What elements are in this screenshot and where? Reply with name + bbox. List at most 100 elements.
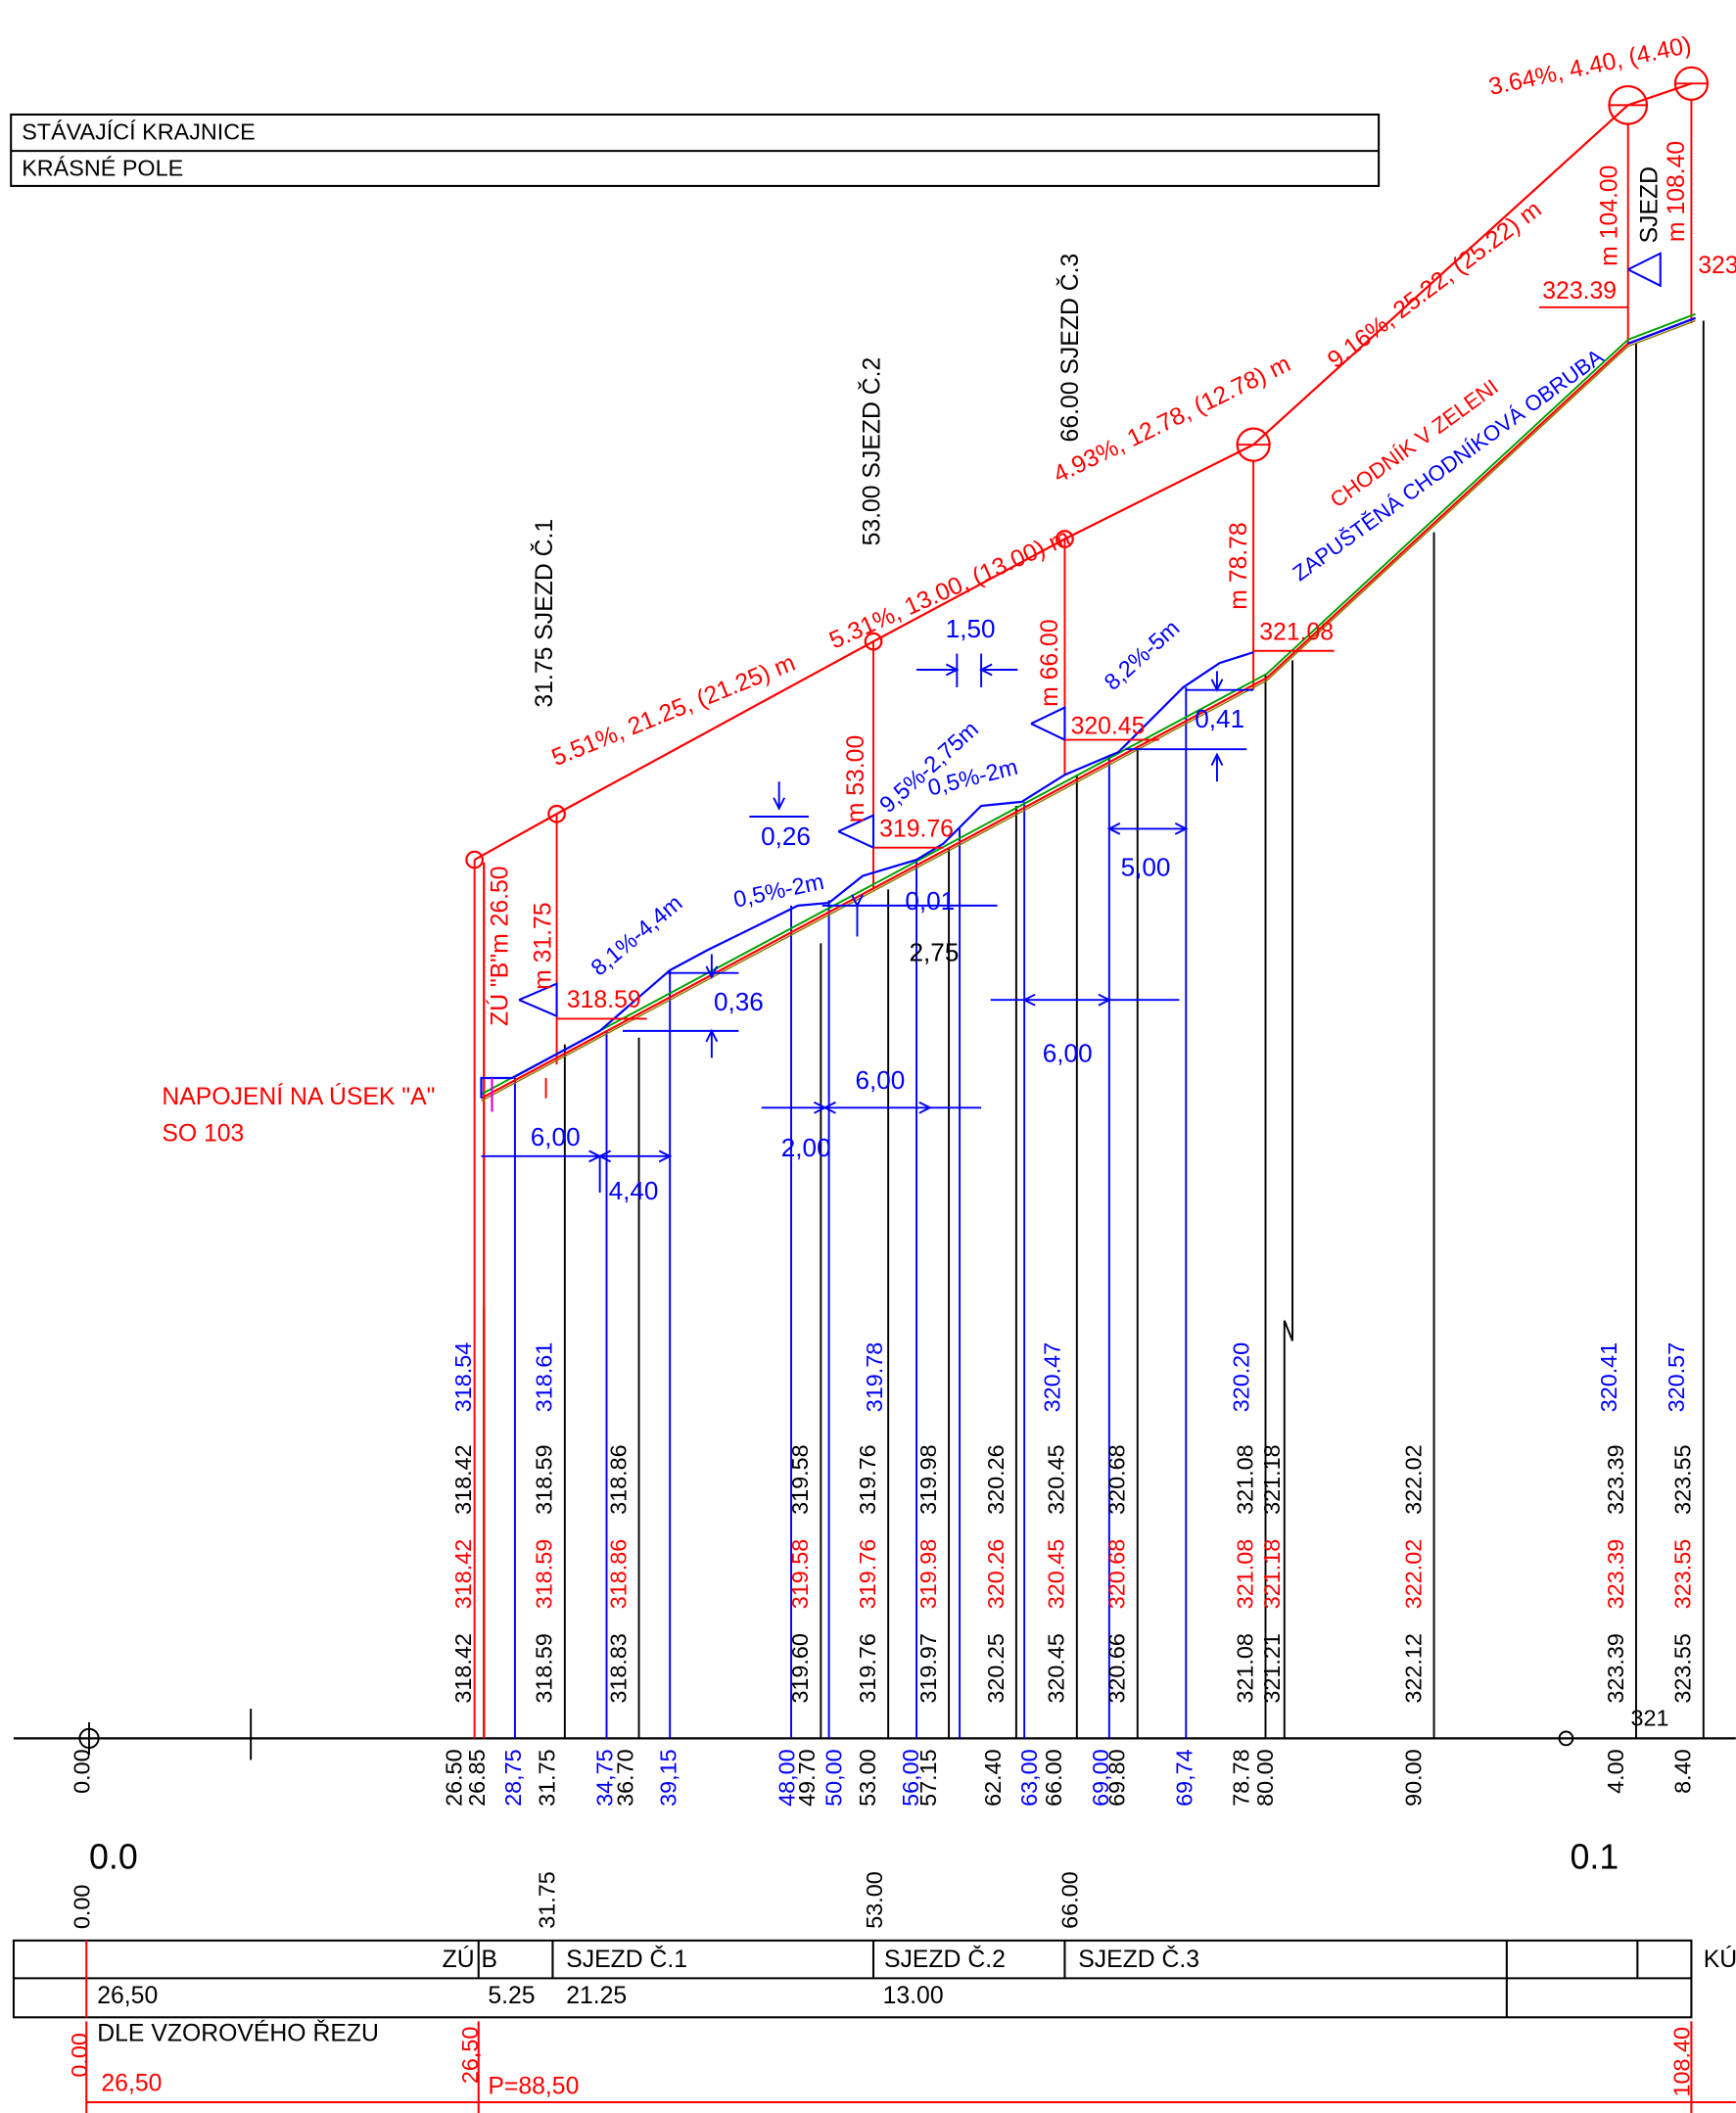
station-label: 49.70	[794, 1749, 820, 1807]
elevation-label: 320.26	[983, 1444, 1009, 1515]
elevation-label: 318.61	[532, 1342, 557, 1413]
elevation-label: 321.18	[1259, 1539, 1285, 1609]
elevation-label: 320.45	[1044, 1539, 1069, 1609]
table-station: 31.75	[534, 1871, 559, 1928]
station-label: 26.85	[464, 1749, 490, 1806]
dimension-label: 2,00	[781, 1133, 831, 1162]
elevation-label: 323.39	[1603, 1444, 1628, 1515]
level-label: 321.08	[1259, 619, 1334, 645]
elevation-label: 320.41	[1596, 1342, 1621, 1412]
dimension-label: 5,00	[1121, 853, 1171, 882]
dimension-label: 0,01	[905, 886, 955, 916]
arrow-head	[1098, 993, 1112, 1007]
station-label: 80.00	[1252, 1749, 1278, 1807]
dimension-label: 6,00	[1043, 1039, 1093, 1068]
station-mark: m 66.00	[1037, 619, 1063, 706]
km-label: 0.1	[1571, 1838, 1619, 1877]
station-mark: m 104.00	[1596, 165, 1622, 266]
subgrade-line	[481, 319, 1696, 1103]
elevation-label: 322.12	[1400, 1633, 1426, 1704]
elevation-label: 320.20	[1228, 1342, 1253, 1412]
existing-terrain	[481, 312, 1696, 1096]
station-mark: m 31.75	[531, 902, 557, 989]
table-station: 0.00	[70, 1885, 95, 1930]
table-name: SJEZD Č.2	[884, 1946, 1006, 1973]
station-label: 0.00	[70, 1749, 95, 1793]
arrow-head	[1174, 822, 1189, 835]
level-label: 323.39	[1542, 278, 1617, 305]
driveway-label: 66.00 SJEZD Č.3	[1056, 254, 1084, 443]
elevation-label: 323.39	[1603, 1539, 1628, 1610]
dimension-label: 0,41	[1195, 704, 1244, 733]
elevation-label: 320.68	[1104, 1444, 1130, 1514]
elevation-label: 323.39	[1603, 1633, 1628, 1703]
arrow-head	[773, 797, 786, 811]
grade-label: 5.51%, 21.25, (21.25) m	[548, 650, 799, 773]
elevation-label: 320.45	[1044, 1633, 1069, 1703]
dimension-label: 1,50	[946, 614, 996, 643]
table-cell: 13.00	[883, 1983, 944, 2009]
elevation-label: 318.59	[532, 1633, 557, 1704]
slope-label: 8,2%-5m	[1100, 615, 1185, 695]
elevation-label: 321.08	[1232, 1633, 1257, 1703]
elevation-label: 318.83	[605, 1633, 631, 1703]
level-marker	[837, 814, 875, 850]
station-mark: ZÚ "B"m 26.50	[488, 866, 514, 1025]
arrow-head	[822, 1101, 836, 1114]
elevation-label: 319.97	[915, 1633, 941, 1703]
elevation-label: 319.98	[915, 1444, 941, 1514]
table-name: SJEZD Č.3	[1078, 1946, 1199, 1973]
elevation-label: 319.58	[787, 1444, 813, 1514]
station-label: 69,00	[1088, 1749, 1113, 1807]
station-label: 36.70	[612, 1749, 637, 1806]
table-station: 66.00	[1056, 1871, 1082, 1929]
elevation-label: 319.60	[787, 1633, 813, 1703]
km-marker	[1558, 1730, 1574, 1747]
driveway-label: SJEZD	[1637, 166, 1664, 243]
table-cell: DLE VZOROVÉHO ŘEZU	[97, 2021, 379, 2047]
arrow-head	[1021, 993, 1036, 1007]
slope-label: 8,1%-4,4m	[586, 890, 686, 981]
footer-length: P=88,50	[488, 2073, 579, 2099]
arrow-head	[705, 965, 719, 979]
elevation-label: 318.42	[450, 1539, 476, 1610]
station-label: 34,75	[592, 1749, 618, 1807]
note: NAPOJENÍ NA ÚSEK "A"	[162, 1084, 435, 1110]
station-label: 26.50	[442, 1749, 467, 1807]
driveway-edge	[1627, 316, 1696, 345]
table-cell: 26,50	[97, 1983, 158, 2009]
elevation-label: 321.08	[1232, 1539, 1257, 1609]
ground-label: 321	[1630, 1705, 1668, 1730]
elevation-label: 319.98	[915, 1539, 941, 1609]
station-label: 50,00	[821, 1749, 847, 1807]
elevation-label: 321.21	[1259, 1633, 1285, 1703]
level-label: 319.76	[879, 816, 954, 842]
station-label: 69.80	[1104, 1749, 1130, 1807]
station-label: 8.40	[1670, 1749, 1696, 1793]
station-label: 62.40	[980, 1749, 1006, 1807]
elevation-label: 320.25	[983, 1633, 1009, 1704]
station-label: 69,74	[1171, 1749, 1196, 1807]
footer-length: 26,50	[101, 2071, 162, 2097]
table-name: ZÚ B	[443, 1947, 497, 1973]
elevation-label: 323.55	[1670, 1539, 1696, 1610]
elevation-label: 320.47	[1040, 1342, 1065, 1412]
arrow-head	[918, 1101, 932, 1114]
arrow-head	[1106, 822, 1121, 835]
elevation-label: 323.55	[1670, 1444, 1696, 1515]
elevation-label: 318.86	[605, 1539, 631, 1610]
elevation-label: 318.54	[450, 1342, 476, 1413]
elevation-label: 320.68	[1104, 1539, 1130, 1609]
level-marker	[1627, 252, 1662, 288]
elevation-label: 319.58	[787, 1539, 813, 1609]
station-label: 31.75	[534, 1749, 559, 1806]
station-mark: m 53.00	[843, 735, 869, 823]
table-station: 53.00	[862, 1871, 887, 1928]
grade-label: 9.16%, 25.22, (25.22) m	[1323, 196, 1546, 373]
grade-label: 3.64%, 4.40, (4.40)	[1486, 32, 1694, 101]
elevation-label: 322.02	[1400, 1444, 1426, 1515]
level-marker	[518, 982, 558, 1018]
footer-station: 0.00	[67, 2033, 92, 2078]
